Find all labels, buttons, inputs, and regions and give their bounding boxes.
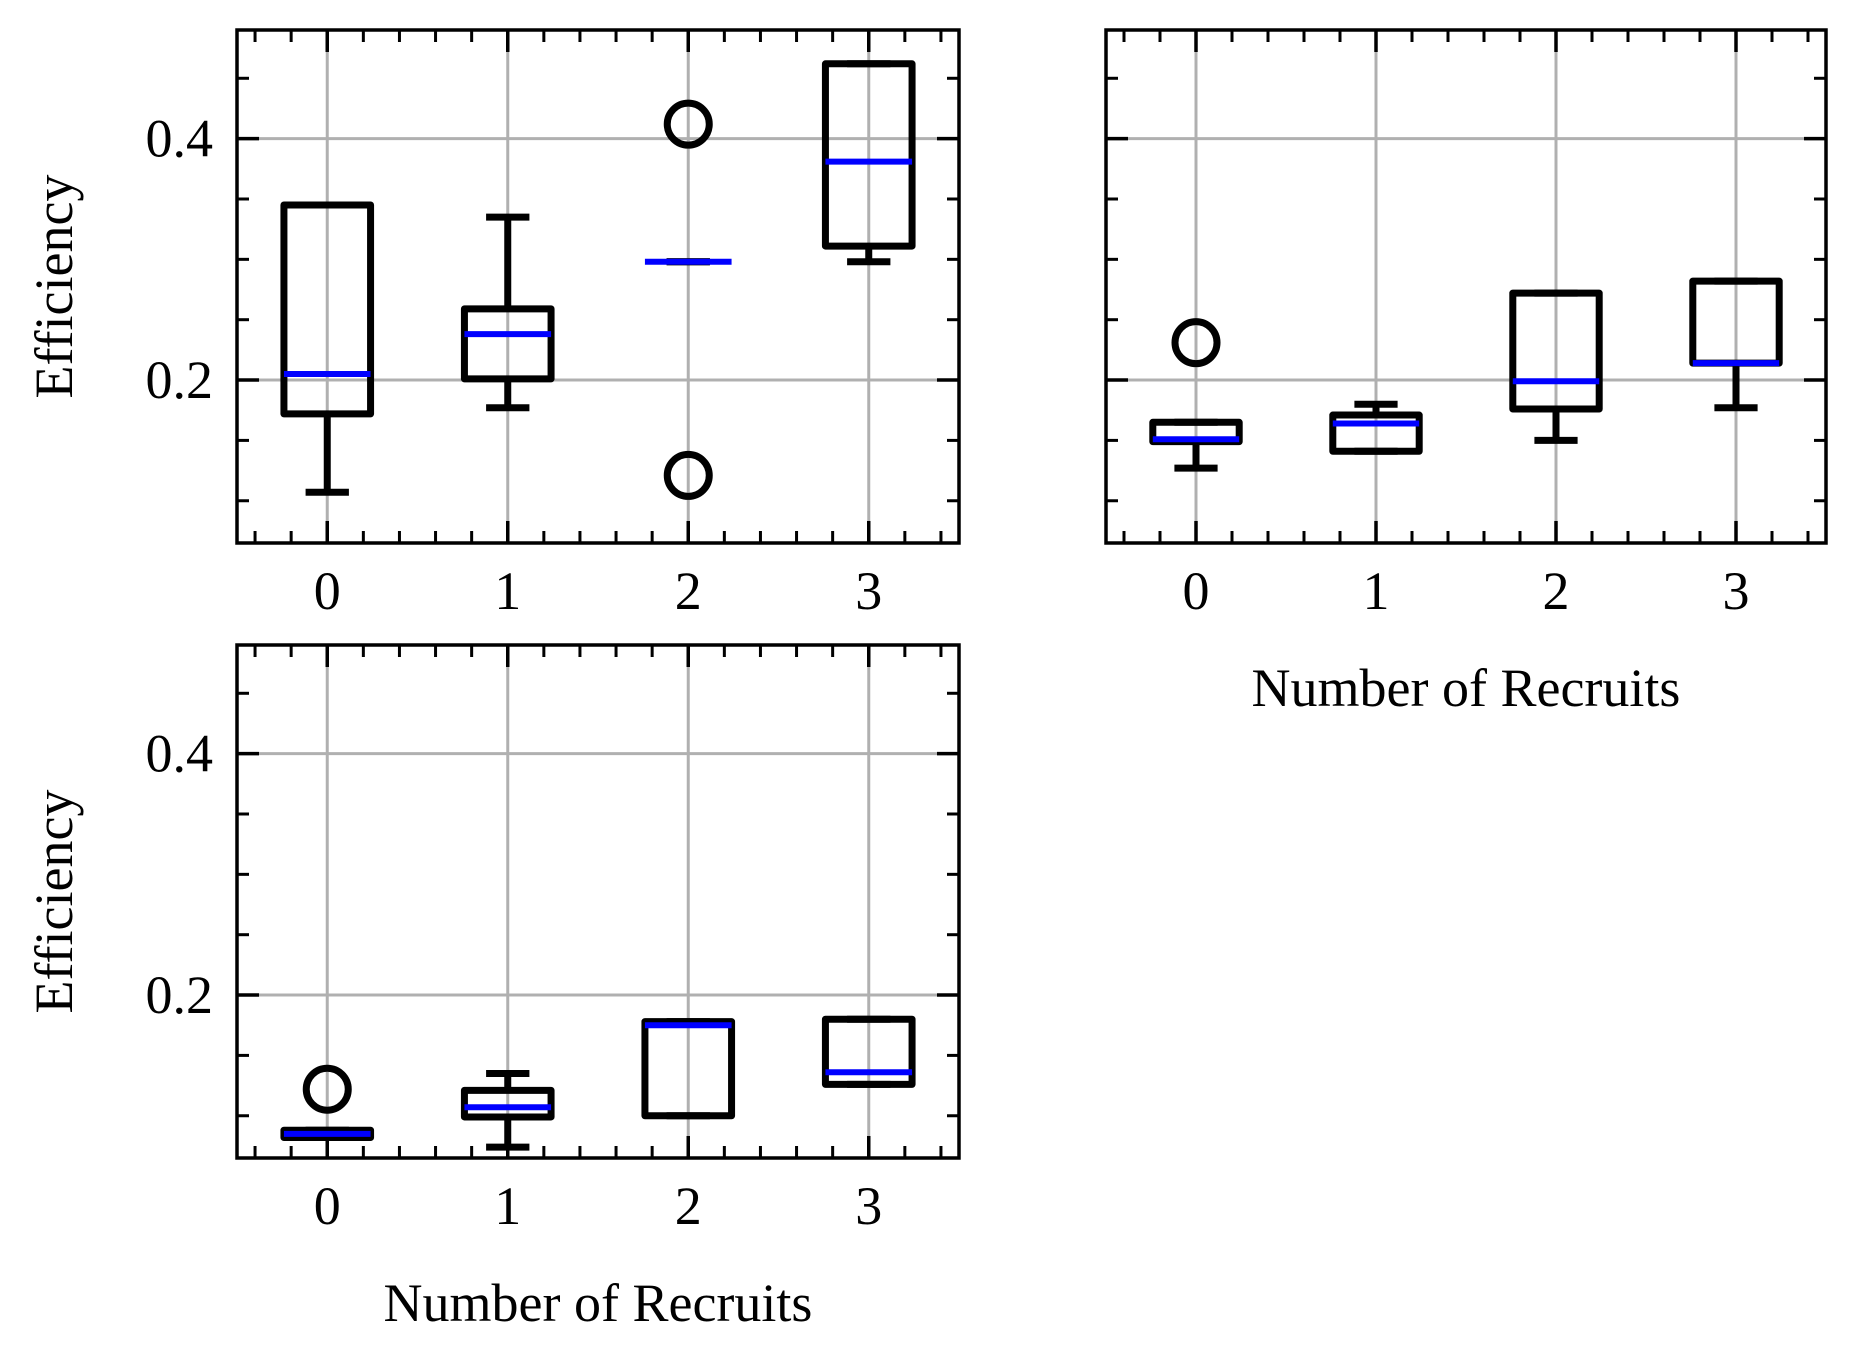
ticks (237, 30, 959, 543)
box-body (821, 1015, 916, 1088)
y-axis-label: Efficiency (24, 175, 84, 399)
x-tick-label: 0 (314, 561, 341, 621)
x-tick-label: 3 (855, 561, 882, 621)
outlier-point (302, 1064, 352, 1114)
panel-bottom-left: 0 1 2 3 0.2 0.4 Efficiency Number of Recruits (24, 643, 961, 1333)
box-body (1509, 289, 1603, 413)
x-tick-label: 0 (1183, 561, 1210, 621)
box-body (641, 1018, 736, 1120)
box-3 (821, 60, 916, 266)
x-tick-label: 3 (855, 1176, 882, 1236)
x-tick-label: 2 (1543, 561, 1570, 621)
x-tick-label: 1 (494, 1176, 521, 1236)
box-body (280, 201, 375, 418)
axes-frame (235, 643, 961, 1160)
y-tick-label: 0.2 (146, 350, 214, 410)
panel-top-left: 0 1 2 3 0.2 0.4 Efficiency (24, 28, 961, 621)
box-2 (641, 1018, 736, 1120)
x-tick-label: 1 (494, 561, 521, 621)
box-body (460, 1086, 555, 1121)
x-axis-label: Number of Recruits (384, 1273, 813, 1333)
y-tick-label: 0.4 (146, 724, 214, 784)
box-2 (1509, 289, 1603, 444)
box-0 (280, 201, 375, 496)
box-1 (460, 213, 555, 412)
x-tick-label: 2 (675, 1176, 702, 1236)
x-tick-label: 0 (314, 1176, 341, 1236)
x-axis-label: Number of Recruits (1252, 658, 1681, 718)
y-axis-label: Efficiency (24, 790, 84, 1014)
box-body (821, 60, 916, 250)
box-3 (821, 1015, 916, 1088)
axes-frame (1104, 28, 1828, 545)
box-0 (280, 1064, 375, 1141)
axes-frame (235, 28, 961, 545)
box-1 (460, 1070, 555, 1151)
box-body (1329, 411, 1423, 455)
y-tick-label: 0.2 (146, 965, 214, 1025)
y-tick-label: 0.4 (146, 109, 214, 169)
x-tick-label: 2 (675, 561, 702, 621)
ticks (1106, 30, 1826, 543)
box-0 (1149, 318, 1243, 472)
box-1 (1329, 400, 1423, 455)
panel-top-right: 0 1 2 3 Number of Recruits (1104, 28, 1828, 718)
outlier-point (1171, 318, 1221, 368)
box-2 (644, 99, 732, 500)
x-tick-label: 3 (1723, 561, 1750, 621)
box-body (460, 305, 555, 383)
box-3 (1689, 277, 1783, 412)
outlier-point (663, 99, 713, 149)
outlier-point (663, 450, 713, 500)
x-tick-label: 1 (1363, 561, 1390, 621)
